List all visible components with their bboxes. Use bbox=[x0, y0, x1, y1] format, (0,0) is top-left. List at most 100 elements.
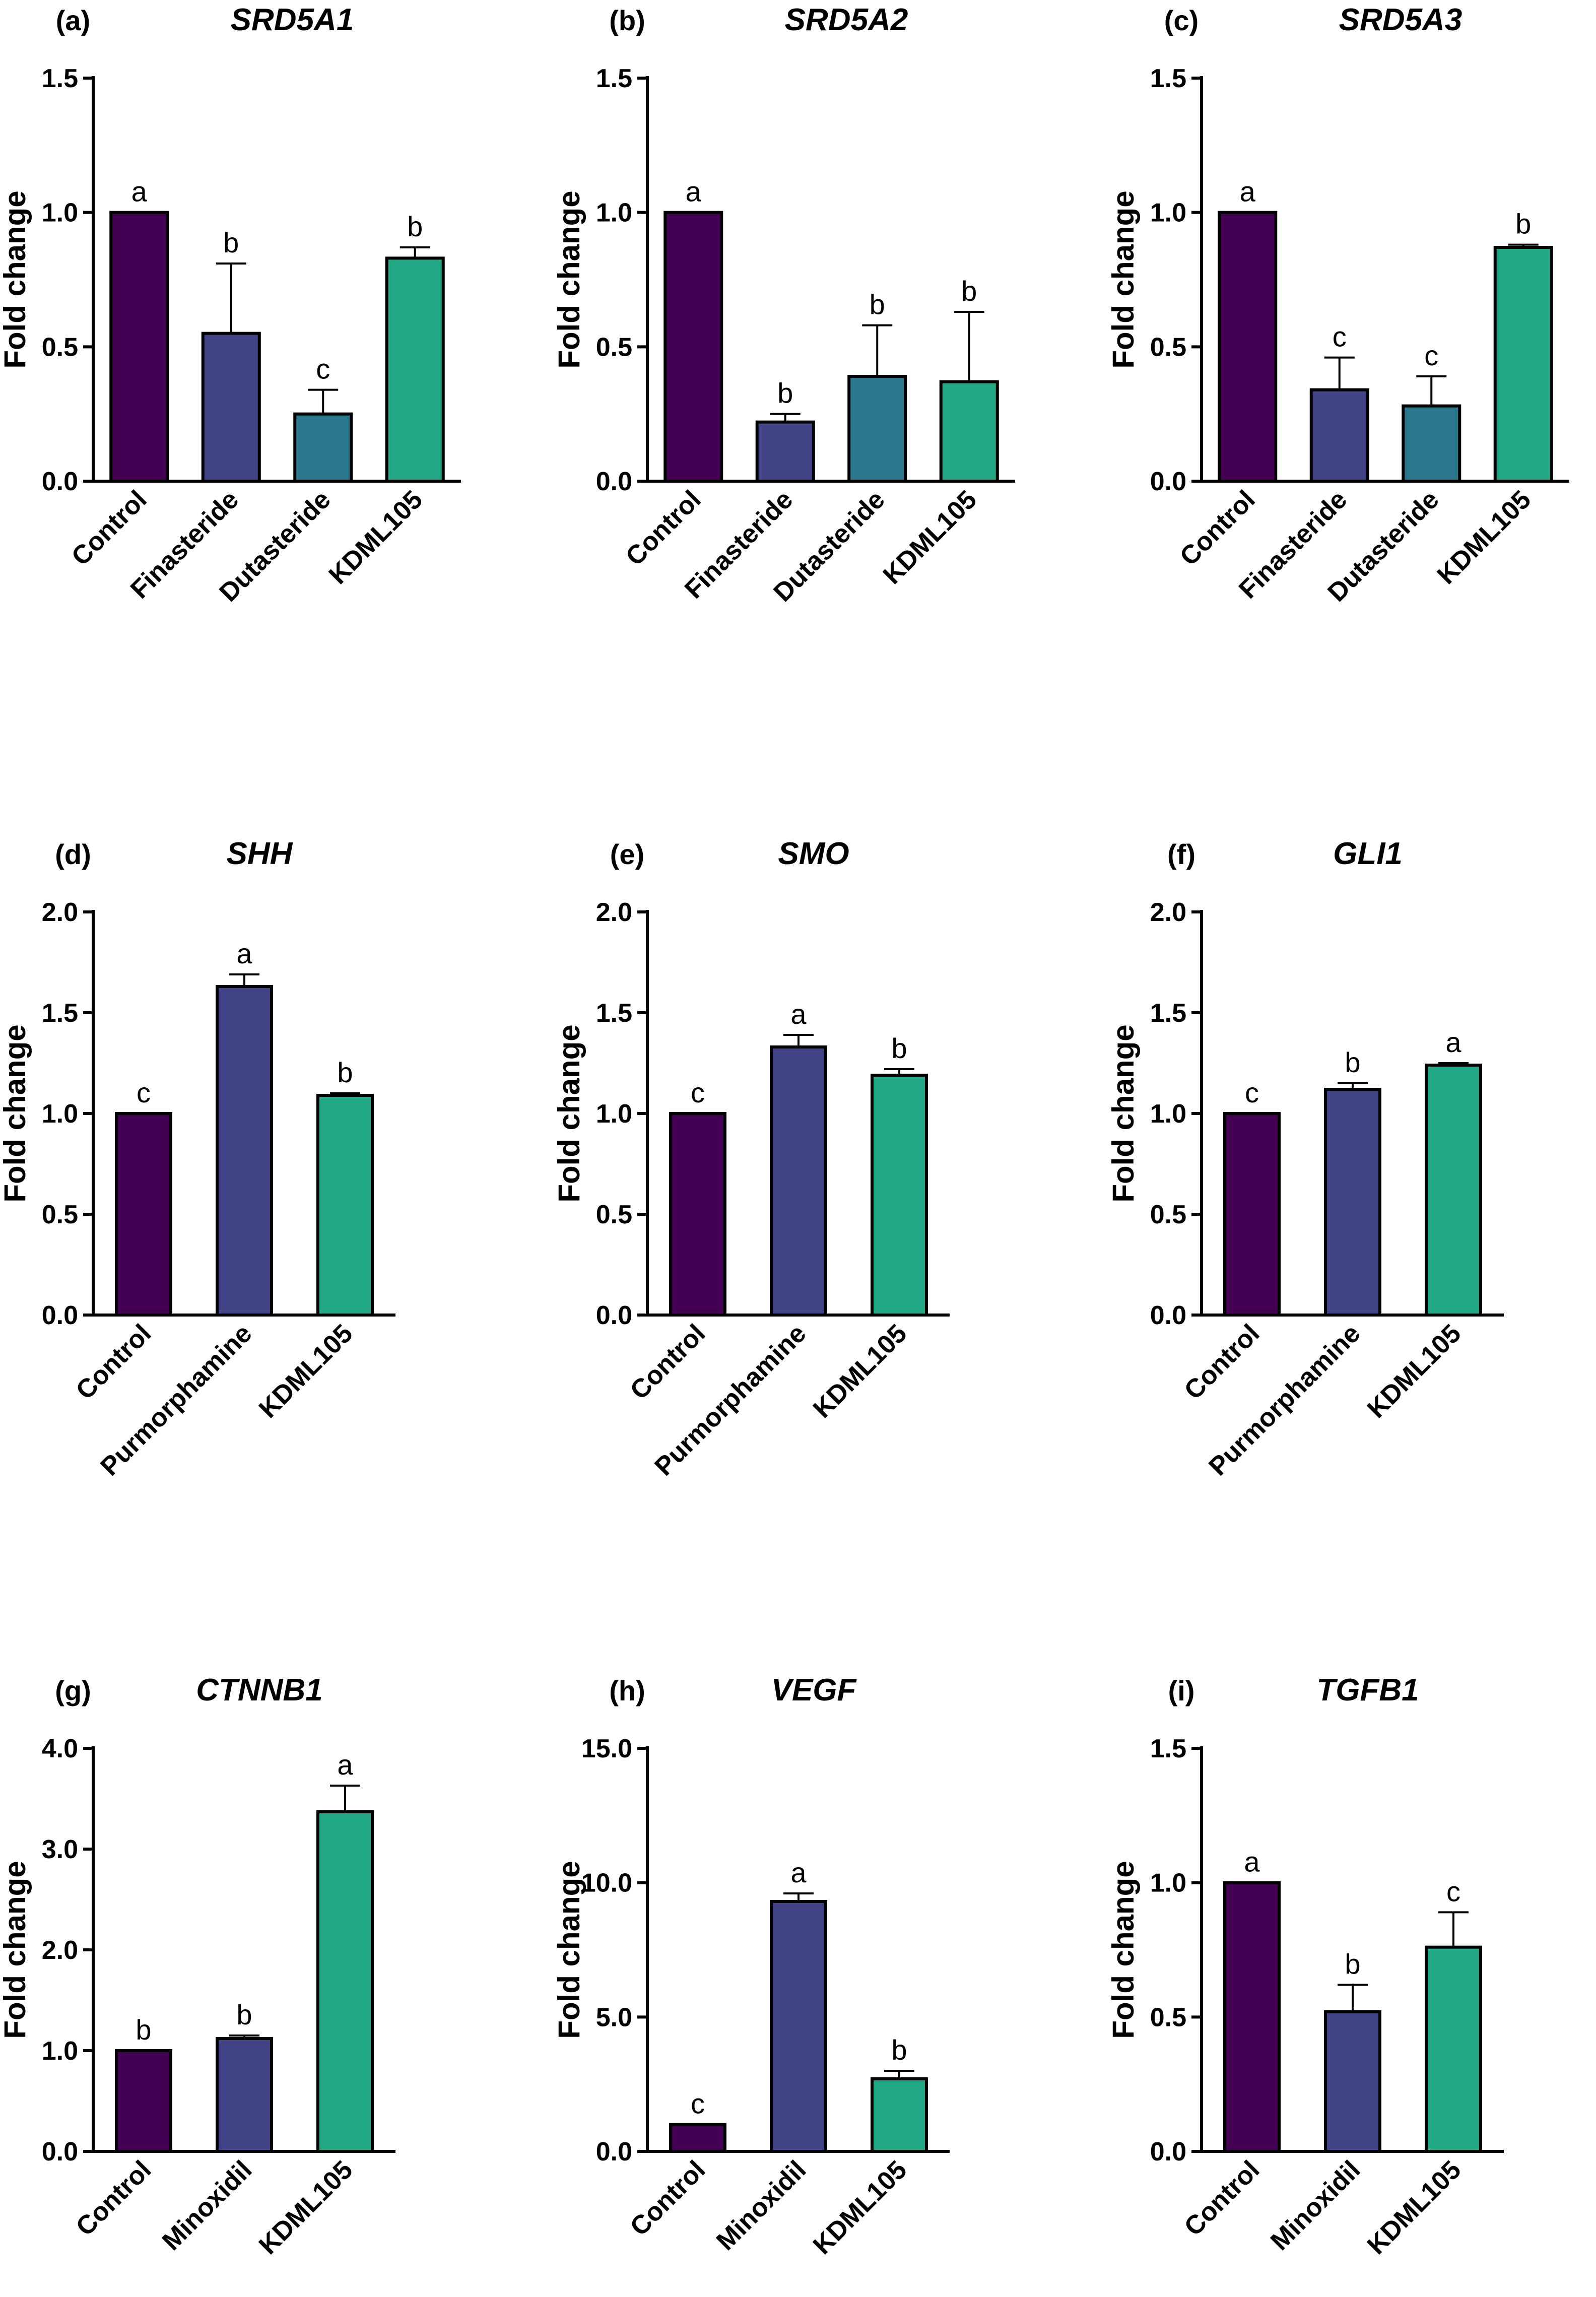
y-axis-label: Fold change bbox=[0, 1024, 32, 1202]
y-tick-label: 15.0 bbox=[581, 1734, 632, 1763]
category-label: Control bbox=[71, 2155, 157, 2242]
y-tick-label: 3.0 bbox=[42, 1835, 78, 1864]
y-tick-label: 10.0 bbox=[581, 1869, 632, 1898]
significance-label: a bbox=[131, 176, 148, 208]
category-label: KDML105 bbox=[878, 485, 983, 590]
chart-title: CTNNB1 bbox=[196, 1673, 322, 1708]
bar-kdml105 bbox=[316, 1094, 374, 1317]
bar-control bbox=[663, 211, 723, 483]
bar-finasteride bbox=[755, 420, 815, 483]
y-tick-label: 1.5 bbox=[42, 999, 78, 1028]
panel-letter: (h) bbox=[609, 1675, 645, 1707]
bar-control bbox=[109, 211, 169, 483]
y-tick-label: 1.0 bbox=[1150, 1099, 1186, 1129]
y-tick-label: 1.0 bbox=[42, 1099, 78, 1129]
y-tick-label: 0.0 bbox=[42, 467, 78, 496]
y-tick-label: 0.0 bbox=[1150, 1301, 1186, 1330]
significance-label: b bbox=[961, 275, 977, 307]
significance-label: a bbox=[790, 1857, 807, 1888]
y-tick-label: 1.0 bbox=[596, 199, 632, 228]
chart-title: TGFB1 bbox=[1316, 1673, 1419, 1708]
y-tick-label: 5.0 bbox=[596, 2003, 632, 2032]
category-label: KDML105 bbox=[808, 2155, 913, 2260]
significance-label: c bbox=[1446, 1875, 1460, 1907]
significance-label: a bbox=[1445, 1026, 1461, 1058]
significance-label: b bbox=[1515, 208, 1531, 240]
significance-label: c bbox=[137, 1077, 151, 1108]
category-label: Minoxidil bbox=[157, 2155, 257, 2256]
bar-kdml105 bbox=[871, 2077, 928, 2153]
bar-kdml105 bbox=[1493, 246, 1553, 483]
y-tick-label: 4.0 bbox=[42, 1734, 78, 1763]
category-label: Control bbox=[625, 1319, 711, 1405]
significance-label: b bbox=[777, 377, 793, 409]
bar-dutasteride bbox=[293, 412, 353, 483]
bar-control bbox=[669, 1112, 726, 1317]
panel-letter: (i) bbox=[1168, 1675, 1195, 1707]
category-label: KDML105 bbox=[808, 1319, 913, 1424]
significance-label: a bbox=[236, 938, 252, 969]
bar-finasteride bbox=[201, 332, 261, 483]
significance-label: b bbox=[236, 1999, 252, 2030]
bar-purmorphamine bbox=[1324, 1088, 1381, 1317]
y-tick-label: 2.0 bbox=[1150, 898, 1186, 927]
significance-label: a bbox=[790, 998, 807, 1030]
y-tick-label: 0.0 bbox=[42, 1301, 78, 1330]
bar-kdml105 bbox=[1425, 1064, 1482, 1317]
bar-minoxidil bbox=[1324, 2010, 1381, 2153]
category-label: Control bbox=[66, 485, 153, 571]
significance-label: a bbox=[1240, 176, 1256, 208]
y-tick-label: 0.0 bbox=[596, 1301, 632, 1330]
y-tick-label: 1.0 bbox=[1150, 199, 1186, 228]
y-tick-label: 0.0 bbox=[596, 467, 632, 496]
panel-letter: (f) bbox=[1167, 838, 1195, 870]
bar-kdml105 bbox=[385, 256, 445, 483]
y-tick-label: 1.0 bbox=[42, 2037, 78, 2066]
significance-label: c bbox=[1333, 321, 1347, 353]
bar-purmorphamine bbox=[216, 985, 273, 1317]
category-label: Control bbox=[1179, 1319, 1266, 1405]
significance-label: a bbox=[337, 1749, 353, 1781]
panel-letter: (e) bbox=[610, 838, 644, 870]
y-axis-label: Fold change bbox=[1106, 190, 1140, 368]
y-tick-label: 0.5 bbox=[1150, 1200, 1186, 1229]
chart-panel-smo: (e) SMO Fold change 0.0 0.5 1.0 1.5 2.0 c Control… bbox=[552, 836, 950, 1481]
category-label: KDML105 bbox=[253, 1319, 359, 1424]
y-tick-label: 0.0 bbox=[42, 2137, 78, 2167]
y-axis-label: Fold change bbox=[552, 1024, 586, 1202]
y-tick-label: 1.0 bbox=[596, 1099, 632, 1129]
y-tick-label: 0.5 bbox=[42, 1200, 78, 1229]
bar-kdml105 bbox=[871, 1074, 928, 1317]
y-axis-label: Fold change bbox=[552, 190, 586, 368]
category-label: KDML105 bbox=[1432, 485, 1537, 590]
y-tick-label: 0.0 bbox=[596, 2137, 632, 2167]
panel-letter: (g) bbox=[55, 1675, 91, 1707]
bar-kdml105 bbox=[316, 1810, 374, 2153]
chart-title: SMO bbox=[778, 836, 849, 871]
y-axis-label: Fold change bbox=[552, 1861, 586, 2039]
y-tick-label: 0.5 bbox=[1150, 2003, 1186, 2032]
y-tick-label: 1.5 bbox=[596, 999, 632, 1028]
y-tick-label: 0.0 bbox=[1150, 2137, 1186, 2167]
y-tick-label: 2.0 bbox=[42, 898, 78, 927]
significance-label: b bbox=[223, 227, 239, 258]
significance-label: c bbox=[1245, 1077, 1259, 1108]
category-label: Minoxidil bbox=[711, 2155, 812, 2256]
category-label: KDML105 bbox=[323, 485, 429, 590]
bar-dutasteride bbox=[847, 375, 907, 483]
category-label: KDML105 bbox=[253, 2155, 359, 2260]
category-label: Minoxidil bbox=[1265, 2155, 1366, 2256]
significance-label: b bbox=[1345, 1948, 1360, 1980]
y-tick-label: 1.5 bbox=[1150, 999, 1186, 1028]
bar-control bbox=[669, 2123, 726, 2153]
significance-label: b bbox=[891, 2034, 907, 2066]
bar-minoxidil bbox=[770, 1900, 827, 2153]
category-label: KDML105 bbox=[1362, 2155, 1467, 2260]
bar-minoxidil bbox=[216, 2037, 273, 2153]
significance-label: c bbox=[1424, 340, 1438, 371]
significance-label: b bbox=[891, 1032, 907, 1064]
category-label: KDML105 bbox=[1362, 1319, 1467, 1424]
y-tick-label: 1.5 bbox=[1150, 1734, 1186, 1763]
y-tick-label: 0.5 bbox=[1150, 333, 1186, 362]
